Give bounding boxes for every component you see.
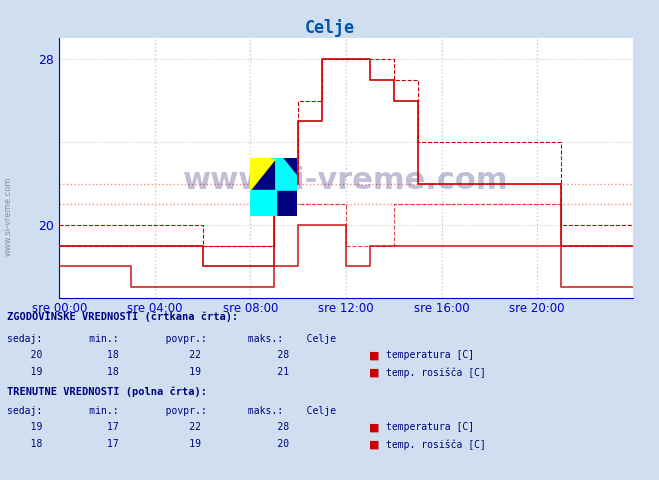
Text: ZGODOVINSKE VREDNOSTI (črtkana črta):: ZGODOVINSKE VREDNOSTI (črtkana črta): xyxy=(7,312,238,323)
Polygon shape xyxy=(250,158,297,216)
Text: temp. rosišča [C]: temp. rosišča [C] xyxy=(386,367,486,378)
Text: sedaj:        min.:        povpr.:       maks.:    Celje: sedaj: min.: povpr.: maks.: Celje xyxy=(7,406,335,416)
Text: ■: ■ xyxy=(369,422,380,432)
Polygon shape xyxy=(250,158,276,190)
Text: 19           17            22             28: 19 17 22 28 xyxy=(13,422,289,432)
Text: 20           18            22             28: 20 18 22 28 xyxy=(13,350,289,360)
Text: ■: ■ xyxy=(369,350,380,360)
Text: www.si-vreme.com: www.si-vreme.com xyxy=(183,167,509,195)
Text: 19           18            19             21: 19 18 19 21 xyxy=(13,367,289,377)
Text: temperatura [C]: temperatura [C] xyxy=(386,350,474,360)
Text: TRENUTNE VREDNOSTI (polna črta):: TRENUTNE VREDNOSTI (polna črta): xyxy=(7,386,206,397)
Polygon shape xyxy=(250,190,276,216)
Text: Celje: Celje xyxy=(304,19,355,37)
Text: temp. rosišča [C]: temp. rosišča [C] xyxy=(386,439,486,450)
Text: sedaj:        min.:        povpr.:       maks.:    Celje: sedaj: min.: povpr.: maks.: Celje xyxy=(7,334,335,344)
Text: www.si-vreme.com: www.si-vreme.com xyxy=(3,176,13,256)
Text: ■: ■ xyxy=(369,439,380,449)
Polygon shape xyxy=(272,158,297,190)
Text: temperatura [C]: temperatura [C] xyxy=(386,422,474,432)
Text: 18           17            19             20: 18 17 19 20 xyxy=(13,439,289,449)
Text: ■: ■ xyxy=(369,367,380,377)
